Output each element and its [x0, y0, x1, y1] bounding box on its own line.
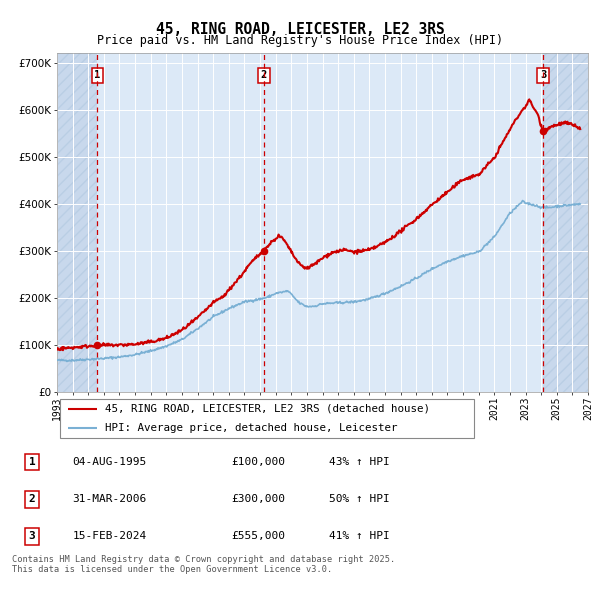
Text: 1: 1 [94, 70, 100, 80]
Text: £555,000: £555,000 [231, 532, 285, 542]
Text: 41% ↑ HPI: 41% ↑ HPI [329, 532, 389, 542]
Text: HPI: Average price, detached house, Leicester: HPI: Average price, detached house, Leic… [105, 423, 397, 433]
Text: £300,000: £300,000 [231, 494, 285, 504]
Bar [543, 53, 588, 392]
Text: 2: 2 [261, 70, 267, 80]
Text: 3: 3 [29, 532, 35, 542]
Text: 50% ↑ HPI: 50% ↑ HPI [329, 494, 389, 504]
Text: 15-FEB-2024: 15-FEB-2024 [73, 532, 147, 542]
Bar [57, 53, 97, 392]
Text: 2: 2 [29, 494, 35, 504]
Bar [57, 53, 97, 392]
Text: 1: 1 [29, 457, 35, 467]
Text: 3: 3 [540, 70, 546, 80]
FancyBboxPatch shape [59, 399, 474, 438]
Text: 04-AUG-1995: 04-AUG-1995 [73, 457, 147, 467]
Text: £100,000: £100,000 [231, 457, 285, 467]
Bar [543, 53, 588, 392]
Text: 43% ↑ HPI: 43% ↑ HPI [329, 457, 389, 467]
Text: 45, RING ROAD, LEICESTER, LE2 3RS: 45, RING ROAD, LEICESTER, LE2 3RS [155, 22, 445, 37]
Text: 31-MAR-2006: 31-MAR-2006 [73, 494, 147, 504]
Text: 45, RING ROAD, LEICESTER, LE2 3RS (detached house): 45, RING ROAD, LEICESTER, LE2 3RS (detac… [105, 404, 430, 414]
Text: Contains HM Land Registry data © Crown copyright and database right 2025.
This d: Contains HM Land Registry data © Crown c… [12, 555, 395, 574]
Text: Price paid vs. HM Land Registry's House Price Index (HPI): Price paid vs. HM Land Registry's House … [97, 34, 503, 47]
